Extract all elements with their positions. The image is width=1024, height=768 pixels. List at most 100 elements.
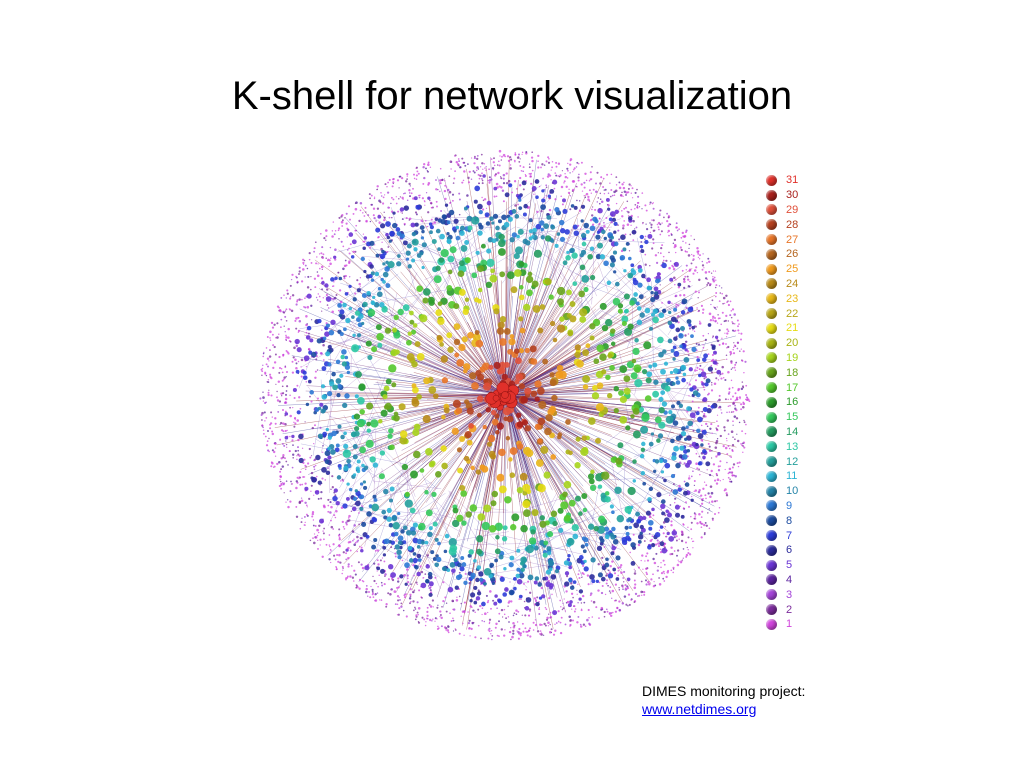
legend-item-shell-17: 17 bbox=[766, 380, 826, 395]
legend-label: 19 bbox=[786, 351, 799, 364]
legend-dot-icon bbox=[766, 278, 777, 290]
legend-dot-icon bbox=[766, 604, 777, 615]
legend-label: 26 bbox=[786, 248, 799, 261]
legend-dot-icon bbox=[766, 485, 777, 497]
legend-dot-icon bbox=[766, 174, 777, 186]
legend-dot-icon bbox=[766, 456, 777, 468]
netdimes-link[interactable]: www.netdimes.org bbox=[642, 701, 757, 717]
legend-item-shell-4: 4 bbox=[766, 573, 826, 588]
k-shell-legend: 31 30 29 28 27 26 25 24 23 22 21 20 19 18 17 16 15 14 13 12… bbox=[766, 173, 826, 632]
legend-dot-icon bbox=[766, 559, 777, 571]
legend-label: 25 bbox=[786, 263, 799, 276]
legend-dot-icon bbox=[766, 337, 777, 349]
legend-label: 10 bbox=[786, 485, 799, 498]
legend-dot-icon bbox=[766, 574, 777, 586]
legend-label: 3 bbox=[786, 588, 793, 601]
legend-dot-icon bbox=[766, 544, 777, 556]
legend-item-shell-10: 10 bbox=[766, 484, 826, 499]
network-nodes bbox=[259, 149, 751, 641]
legend-item-shell-1: 1 bbox=[766, 617, 826, 632]
legend-item-shell-6: 6 bbox=[766, 543, 826, 558]
legend-dot-icon bbox=[766, 441, 777, 453]
legend-label: 2 bbox=[786, 603, 793, 616]
legend-item-shell-30: 30 bbox=[766, 188, 826, 203]
legend-dot-icon bbox=[766, 204, 777, 216]
legend-dot-icon bbox=[766, 589, 777, 601]
legend-item-shell-19: 19 bbox=[766, 351, 826, 366]
legend-dot-icon bbox=[766, 411, 777, 423]
legend-label: 28 bbox=[786, 218, 799, 231]
legend-dot-icon bbox=[766, 352, 777, 364]
legend-item-shell-9: 9 bbox=[766, 499, 826, 514]
legend-label: 8 bbox=[786, 514, 793, 527]
legend-label: 22 bbox=[786, 307, 799, 320]
legend-item-shell-13: 13 bbox=[766, 439, 826, 454]
legend-label: 12 bbox=[786, 455, 799, 468]
legend-dot-icon bbox=[766, 515, 777, 527]
legend-label: 18 bbox=[786, 366, 799, 379]
legend-item-shell-22: 22 bbox=[766, 306, 826, 321]
legend-dot-icon bbox=[766, 234, 777, 246]
legend-dot-icon bbox=[766, 618, 777, 630]
legend-item-shell-14: 14 bbox=[766, 425, 826, 440]
legend-dot-icon bbox=[766, 470, 777, 482]
legend-dot-icon bbox=[766, 219, 777, 231]
legend-label: 1 bbox=[786, 618, 793, 631]
slide-title: K-shell for network visualization bbox=[231, 74, 793, 118]
legend-item-shell-25: 25 bbox=[766, 262, 826, 277]
legend-item-shell-16: 16 bbox=[766, 395, 826, 410]
legend-label: 24 bbox=[786, 277, 799, 290]
legend-dot-icon bbox=[766, 189, 777, 201]
legend-item-shell-23: 23 bbox=[766, 291, 826, 306]
legend-label: 9 bbox=[786, 499, 793, 512]
legend-item-shell-8: 8 bbox=[766, 513, 826, 528]
legend-dot-icon bbox=[766, 293, 777, 305]
legend-label: 21 bbox=[786, 322, 799, 335]
legend-item-shell-29: 29 bbox=[766, 203, 826, 218]
legend-item-shell-5: 5 bbox=[766, 558, 826, 573]
legend-label: 13 bbox=[786, 440, 799, 453]
legend-item-shell-3: 3 bbox=[766, 587, 826, 602]
legend-dot-icon bbox=[766, 530, 777, 542]
legend-item-shell-18: 18 bbox=[766, 365, 826, 380]
legend-label: 16 bbox=[786, 396, 799, 409]
legend-label: 15 bbox=[786, 411, 799, 424]
k-shell-network-diagram bbox=[259, 149, 751, 641]
legend-dot-icon bbox=[766, 426, 777, 438]
legend-item-shell-2: 2 bbox=[766, 602, 826, 617]
credit-text: DIMES monitoring project: bbox=[642, 683, 806, 699]
legend-label: 6 bbox=[786, 544, 793, 557]
legend-dot-icon bbox=[766, 382, 777, 394]
legend-label: 31 bbox=[786, 174, 799, 187]
legend-dot-icon bbox=[766, 396, 777, 408]
legend-label: 17 bbox=[786, 381, 799, 394]
legend-dot-icon bbox=[766, 367, 777, 379]
legend-dot-icon bbox=[766, 248, 777, 260]
legend-item-shell-12: 12 bbox=[766, 454, 826, 469]
legend-label: 29 bbox=[786, 203, 799, 216]
legend-item-shell-26: 26 bbox=[766, 247, 826, 262]
legend-item-shell-20: 20 bbox=[766, 336, 826, 351]
legend-dot-icon bbox=[766, 263, 777, 275]
legend-item-shell-11: 11 bbox=[766, 469, 826, 484]
legend-label: 23 bbox=[786, 292, 799, 305]
legend-label: 20 bbox=[786, 337, 799, 350]
legend-label: 4 bbox=[786, 573, 793, 586]
legend-item-shell-27: 27 bbox=[766, 232, 826, 247]
legend-label: 30 bbox=[786, 189, 799, 202]
legend-dot-icon bbox=[766, 308, 777, 320]
legend-dot-icon bbox=[766, 500, 777, 512]
legend-item-shell-28: 28 bbox=[766, 217, 826, 232]
legend-label: 11 bbox=[786, 470, 798, 483]
legend-label: 7 bbox=[786, 529, 793, 542]
legend-item-shell-7: 7 bbox=[766, 528, 826, 543]
legend-label: 5 bbox=[786, 559, 793, 572]
legend-label: 27 bbox=[786, 233, 799, 246]
legend-item-shell-31: 31 bbox=[766, 173, 826, 188]
legend-item-shell-24: 24 bbox=[766, 277, 826, 292]
legend-dot-icon bbox=[766, 322, 777, 334]
legend-label: 14 bbox=[786, 425, 799, 438]
legend-item-shell-21: 21 bbox=[766, 321, 826, 336]
credit-block: DIMES monitoring project: www.netdimes.o… bbox=[642, 682, 805, 718]
legend-item-shell-15: 15 bbox=[766, 410, 826, 425]
